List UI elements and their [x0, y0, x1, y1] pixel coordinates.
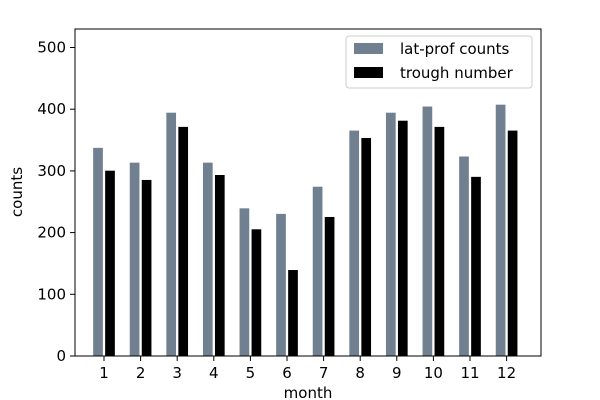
bar-trough-number-1 — [104, 169, 116, 357]
bar-lat-prof-counts-3 — [165, 111, 177, 357]
bar-trough-number-8 — [360, 137, 372, 357]
x-tick-label-7: 7 — [319, 364, 329, 382]
y-axis: 0 100 200 300 400 500 — [37, 39, 75, 365]
bar-trough-number-5 — [250, 228, 263, 357]
bar-lat-prof-counts-5 — [238, 207, 251, 357]
bar-lat-prof-counts-1 — [92, 147, 104, 357]
x-tick-label-5: 5 — [246, 364, 256, 382]
legend-swatch-lat-prof-counts — [354, 43, 383, 54]
x-tick-label-2: 2 — [136, 364, 146, 382]
y-tick-label-500: 500 — [37, 39, 66, 57]
y-tick-label-400: 400 — [37, 100, 66, 118]
y-tick-label-0: 0 — [56, 347, 66, 365]
y-tick-label-200: 200 — [37, 224, 66, 242]
legend-box — [345, 35, 533, 89]
bar-lat-prof-counts-10 — [421, 105, 434, 357]
y-tick-label-100: 100 — [37, 285, 66, 303]
bar-trough-number-11 — [470, 176, 482, 357]
bar-lat-prof-counts-9 — [385, 111, 397, 357]
bar-lat-prof-counts-4 — [202, 161, 214, 357]
x-tick-label-12: 12 — [497, 364, 516, 382]
legend-swatch-trough-number — [354, 67, 383, 78]
x-tick-label-1: 1 — [99, 364, 109, 382]
bar-lat-prof-counts-12 — [494, 103, 507, 357]
legend: lat-prof counts trough number — [345, 35, 533, 89]
bar-trough-number-10 — [433, 126, 446, 357]
bar-lat-prof-counts-6 — [275, 213, 287, 357]
bar-trough-number-7 — [323, 216, 336, 357]
bar-lat-prof-counts-2 — [128, 161, 141, 357]
bar-trough-number-9 — [397, 119, 409, 357]
legend-label-trough-number: trough number — [400, 64, 514, 82]
bar-trough-number-12 — [506, 129, 519, 357]
bar-trough-number-3 — [177, 126, 189, 357]
x-tick-label-9: 9 — [392, 364, 402, 382]
x-axis-label: month — [284, 384, 333, 400]
y-axis-label: counts — [8, 167, 26, 217]
plot-frame — [74, 28, 542, 357]
x-axis: 1 2 3 4 5 6 7 8 9 10 11 12 — [99, 356, 516, 382]
x-tick-label-6: 6 — [282, 364, 292, 382]
bar-trough-number-6 — [287, 269, 299, 357]
x-tick-label-4: 4 — [209, 364, 219, 382]
bar-lat-prof-counts-11 — [458, 155, 470, 357]
y-tick-label-300: 300 — [37, 162, 66, 180]
x-tick-label-8: 8 — [355, 364, 365, 382]
bar-trough-number-2 — [140, 179, 153, 357]
x-tick-label-10: 10 — [424, 364, 443, 382]
legend-label-lat-prof-counts: lat-prof counts — [400, 40, 510, 58]
bar-trough-number-4 — [214, 174, 226, 357]
x-tick-label-11: 11 — [460, 364, 479, 382]
bar-lat-prof-counts-8 — [348, 129, 360, 357]
bar-lat-prof-counts-7 — [311, 185, 324, 357]
x-tick-label-3: 3 — [172, 364, 182, 382]
